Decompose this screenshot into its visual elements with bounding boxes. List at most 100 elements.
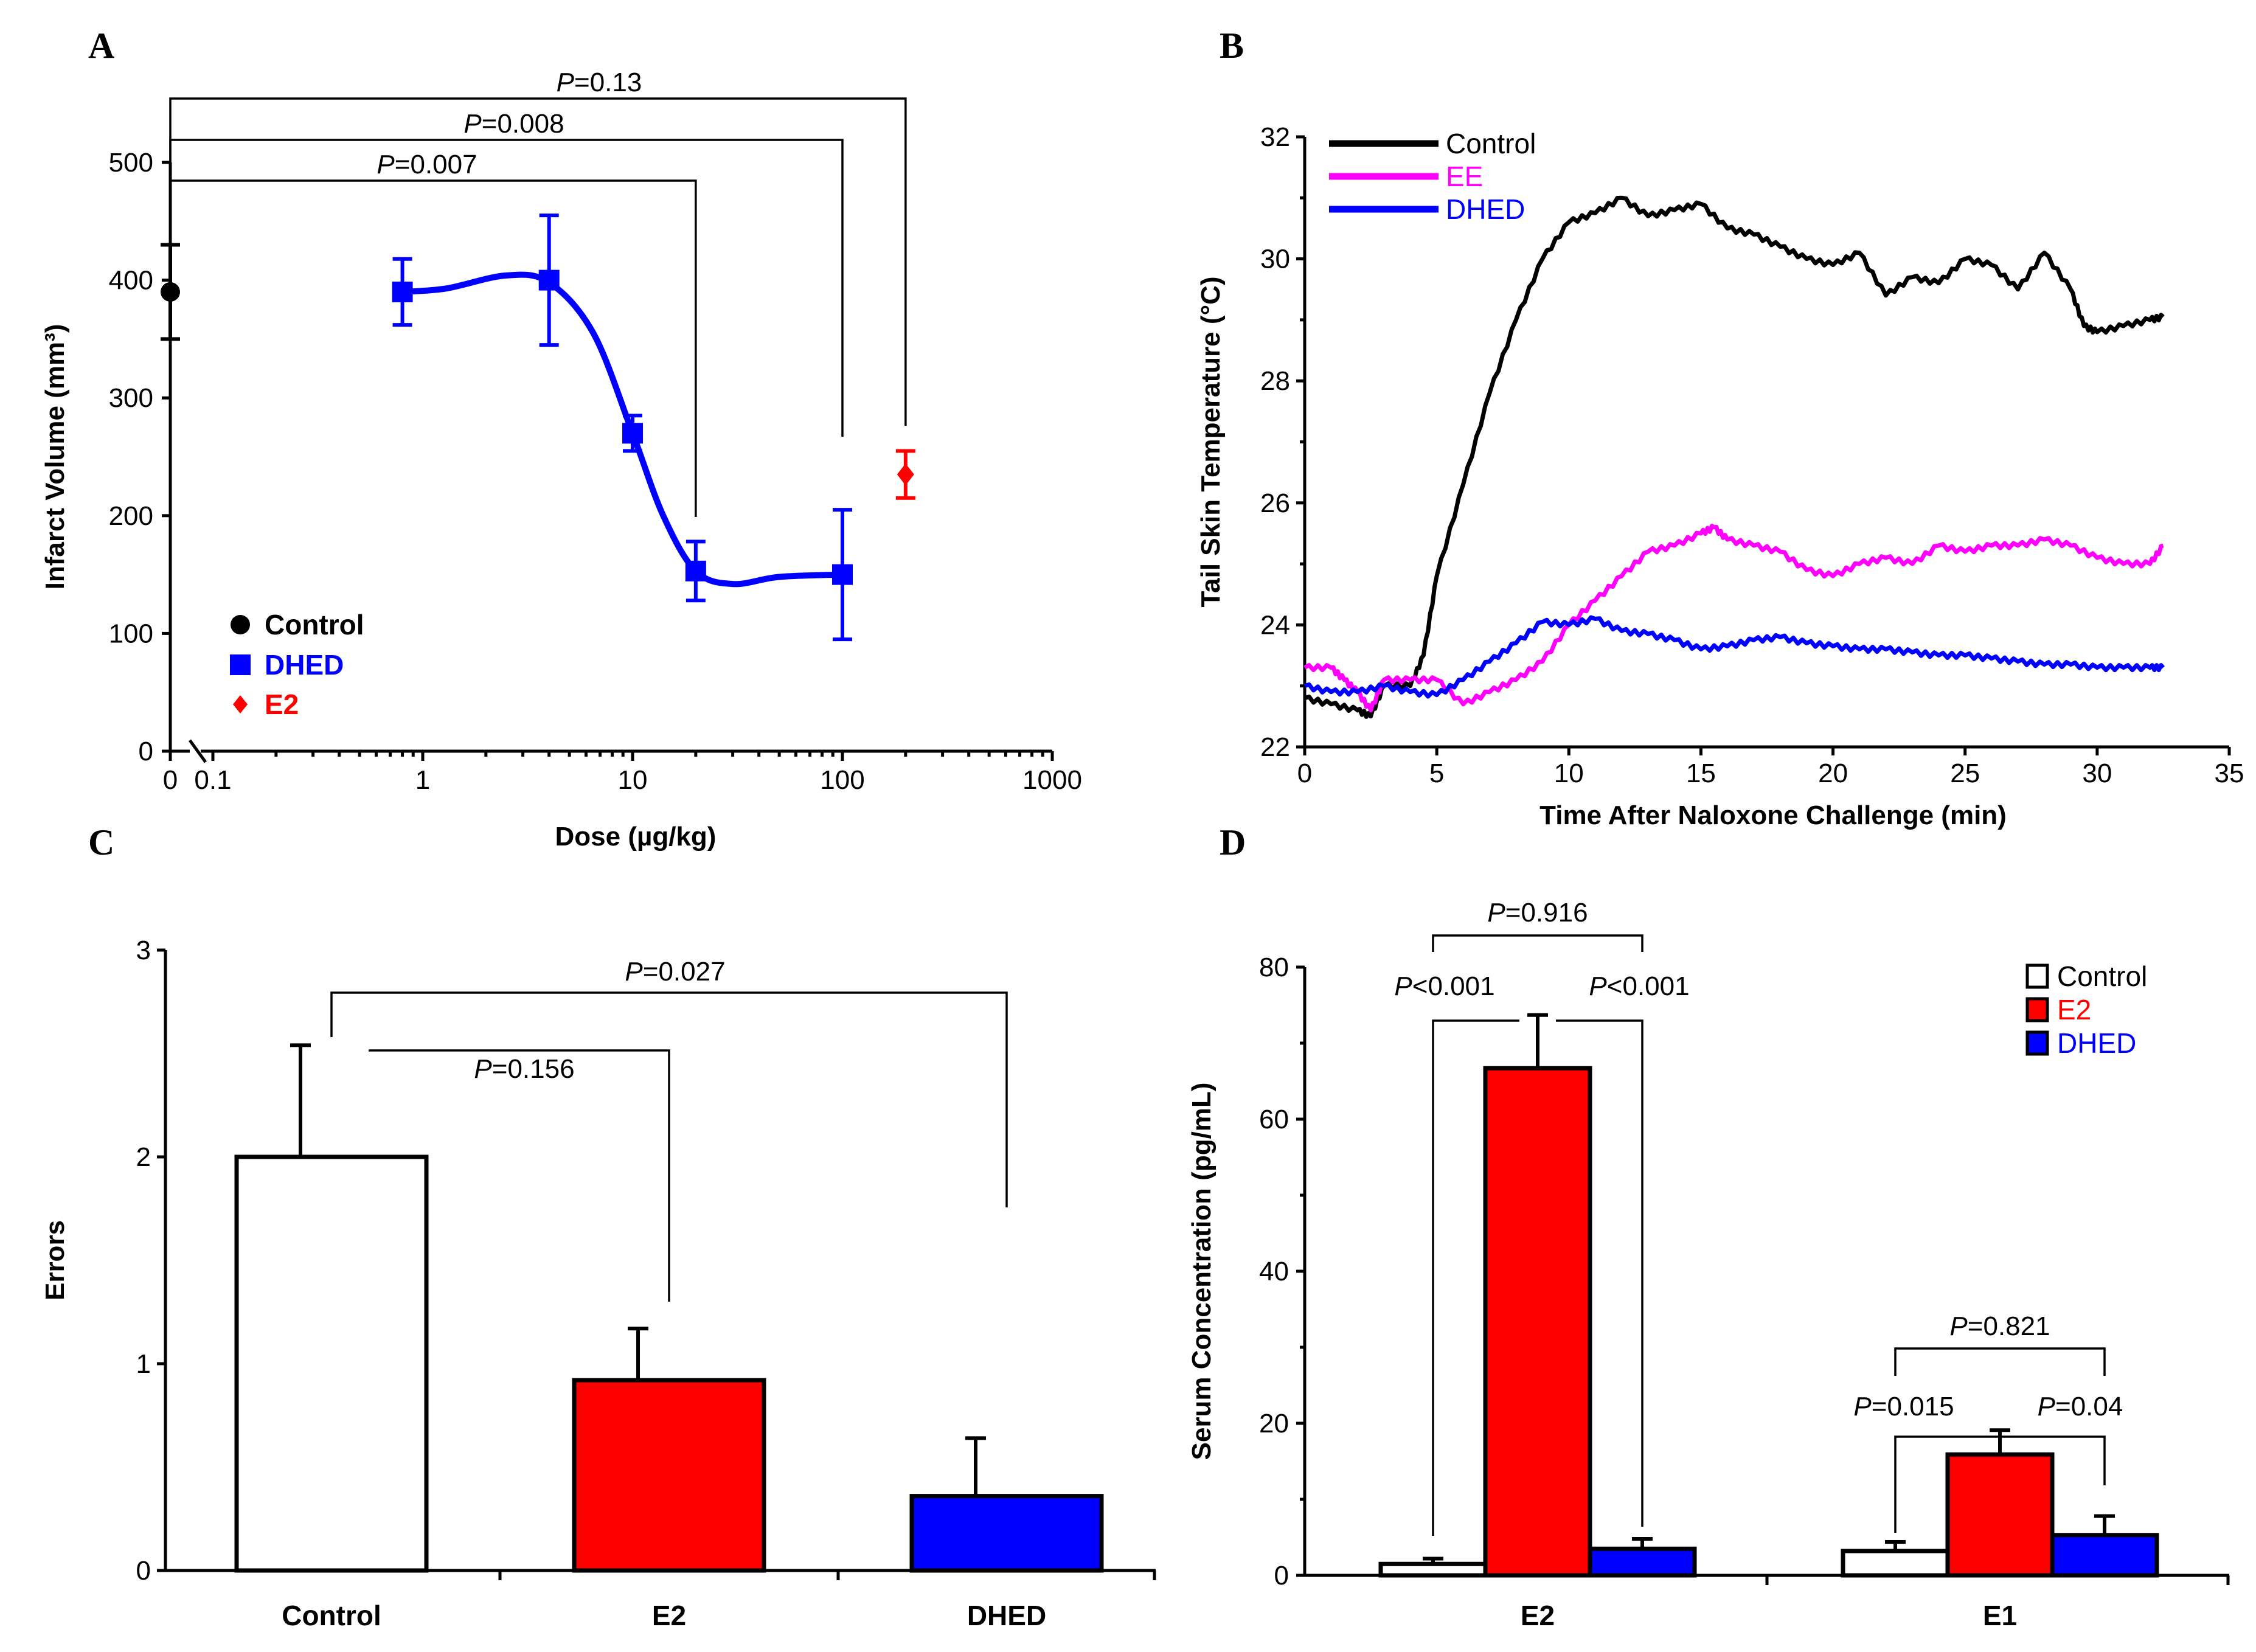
point-dhed [392,281,413,302]
comparison-bracket [1432,934,1643,952]
comparison-bracket [169,179,697,517]
bar-e2 [572,1378,766,1573]
bar-control [234,1154,429,1573]
legend-marker [233,695,248,713]
y-tick-label: 20 [1259,1409,1289,1439]
x-tick-label: 1000 [1022,765,1082,795]
comparison-pvalue: P=0.008 [463,109,564,139]
y-tick-label: 100 [109,619,153,648]
x-tick-label: 0 [1297,758,1312,788]
bar-dhed [1588,1546,1697,1578]
y-tick-label: 40 [1259,1257,1289,1286]
panel-d: D 0 20 40 60 80 Serum Concentration (pg/mL) E2 E… [1187,822,2230,1631]
y-tick-label: 200 [109,501,153,531]
comparison-bracket [1999,1435,2106,1485]
x-tick-label: 30 [2082,758,2112,788]
comparison-bracket [1556,1019,1643,1527]
x-tick-label: 15 [1686,758,1716,788]
panel-c: C 0 1 2 3 Errors Control E2 DHED P=0.156 P=0.027 [40,822,1156,1631]
x-tick-label: 10 [618,765,648,795]
legend-marker [230,654,251,675]
series-line-ee [1303,524,2164,713]
y-tick-label: 1 [136,1349,151,1379]
category-label: E1 [1983,1600,2017,1631]
legend-label: DHED [265,649,344,681]
y-tick-label: 2 [136,1142,151,1172]
comparison-bracket [169,97,907,426]
comparison-bracket [169,139,844,437]
y-tick-label: 22 [1260,732,1290,762]
y-tick-label: 3 [136,935,151,965]
y-tick-label: 24 [1260,610,1290,640]
legend-label: DHED [1446,193,1525,225]
x-tick-label: 1 [415,765,430,795]
x-axis-title: Time After Naloxone Challenge (min) [1539,800,2007,830]
comparison-pvalue: P=0.13 [557,68,642,97]
comparison-pvalue: P=0.821 [1949,1311,2050,1341]
category-label: E2 [1521,1600,1555,1631]
bar-e2 [1483,1066,1592,1578]
comparison-pvalue: P=0.04 [2038,1392,2123,1421]
y-axis-title: Errors [40,1220,70,1300]
x-tick-label: 5 [1429,758,1444,788]
comparison-pvalue: P<0.001 [1589,971,1689,1001]
panel-letter-a: A [88,26,114,66]
y-axis-title: Tail Skin Temperature (°C) [1196,276,1226,607]
x-tick-label: 25 [1950,758,1980,788]
bar-control [1841,1549,1950,1578]
point-dhed [832,564,853,585]
x-tick-label: 0.1 [194,765,231,795]
category-label: Control [282,1600,381,1631]
y-tick-label: 32 [1260,122,1290,152]
y-tick-label: 30 [1260,245,1290,274]
x-tick-label: 100 [820,765,864,795]
x-axis-title: Dose (µg/kg) [555,822,717,852]
comparison-pvalue: P=0.916 [1487,898,1588,928]
bar-control [1378,1561,1488,1578]
y-tick-label: 0 [1274,1561,1289,1591]
point-dhed [685,560,706,581]
category-label: E2 [652,1600,686,1631]
comparison-bracket [1894,1347,2106,1376]
comparison-pvalue: P=0.156 [474,1054,574,1084]
legend-label: Control [1446,128,1536,159]
legend-marker [231,615,250,634]
panel-letter-d: D [1220,822,1246,862]
category-label: DHED [967,1600,1046,1631]
y-tick-label: 500 [109,148,153,178]
bar-dhed [909,1494,1104,1573]
bar-e2 [1945,1452,2055,1578]
legend-label: E2 [265,689,299,720]
comparison-bracket [330,991,1008,1207]
point-dhed [622,423,643,444]
legend-swatch [2025,1030,2049,1056]
y-tick-label: 80 [1259,953,1289,982]
y-tick-label: 28 [1260,366,1290,396]
y-tick-label: 60 [1259,1105,1289,1134]
series-line-control [1303,195,2165,719]
point-e2 [897,463,914,486]
series-line-dhed [1303,615,2165,699]
legend-swatch [2025,997,2049,1022]
comparison-pvalue: P<0.001 [1394,971,1494,1001]
panel-letter-b: B [1220,26,1244,66]
legend-swatch [2025,963,2049,989]
y-tick-label: 0 [139,737,153,766]
comparison-pvalue: P=0.027 [625,957,725,987]
x-tick-label: 20 [1818,758,1848,788]
point-dhed [538,269,560,291]
bar-dhed [2050,1533,2159,1578]
x-tick-label: 35 [2215,758,2244,788]
point-control [161,282,180,302]
legend-label: Control [265,609,364,640]
y-tick-label: 26 [1260,488,1290,518]
x-tick-label: 0 [163,765,178,795]
y-tick-label: 0 [136,1556,151,1586]
legend-label: EE [1446,161,1483,192]
legend-label: DHED [2057,1027,2136,1059]
y-axis-title: Serum Concentration (pg/mL) [1187,1083,1217,1460]
panel-a: A 0 100 200 300 400 500 0 0.1 1 10 100 1000 Dose (µg/… [40,26,1082,852]
y-tick-label: 300 [109,383,153,413]
x-tick-label: 10 [1554,758,1584,788]
